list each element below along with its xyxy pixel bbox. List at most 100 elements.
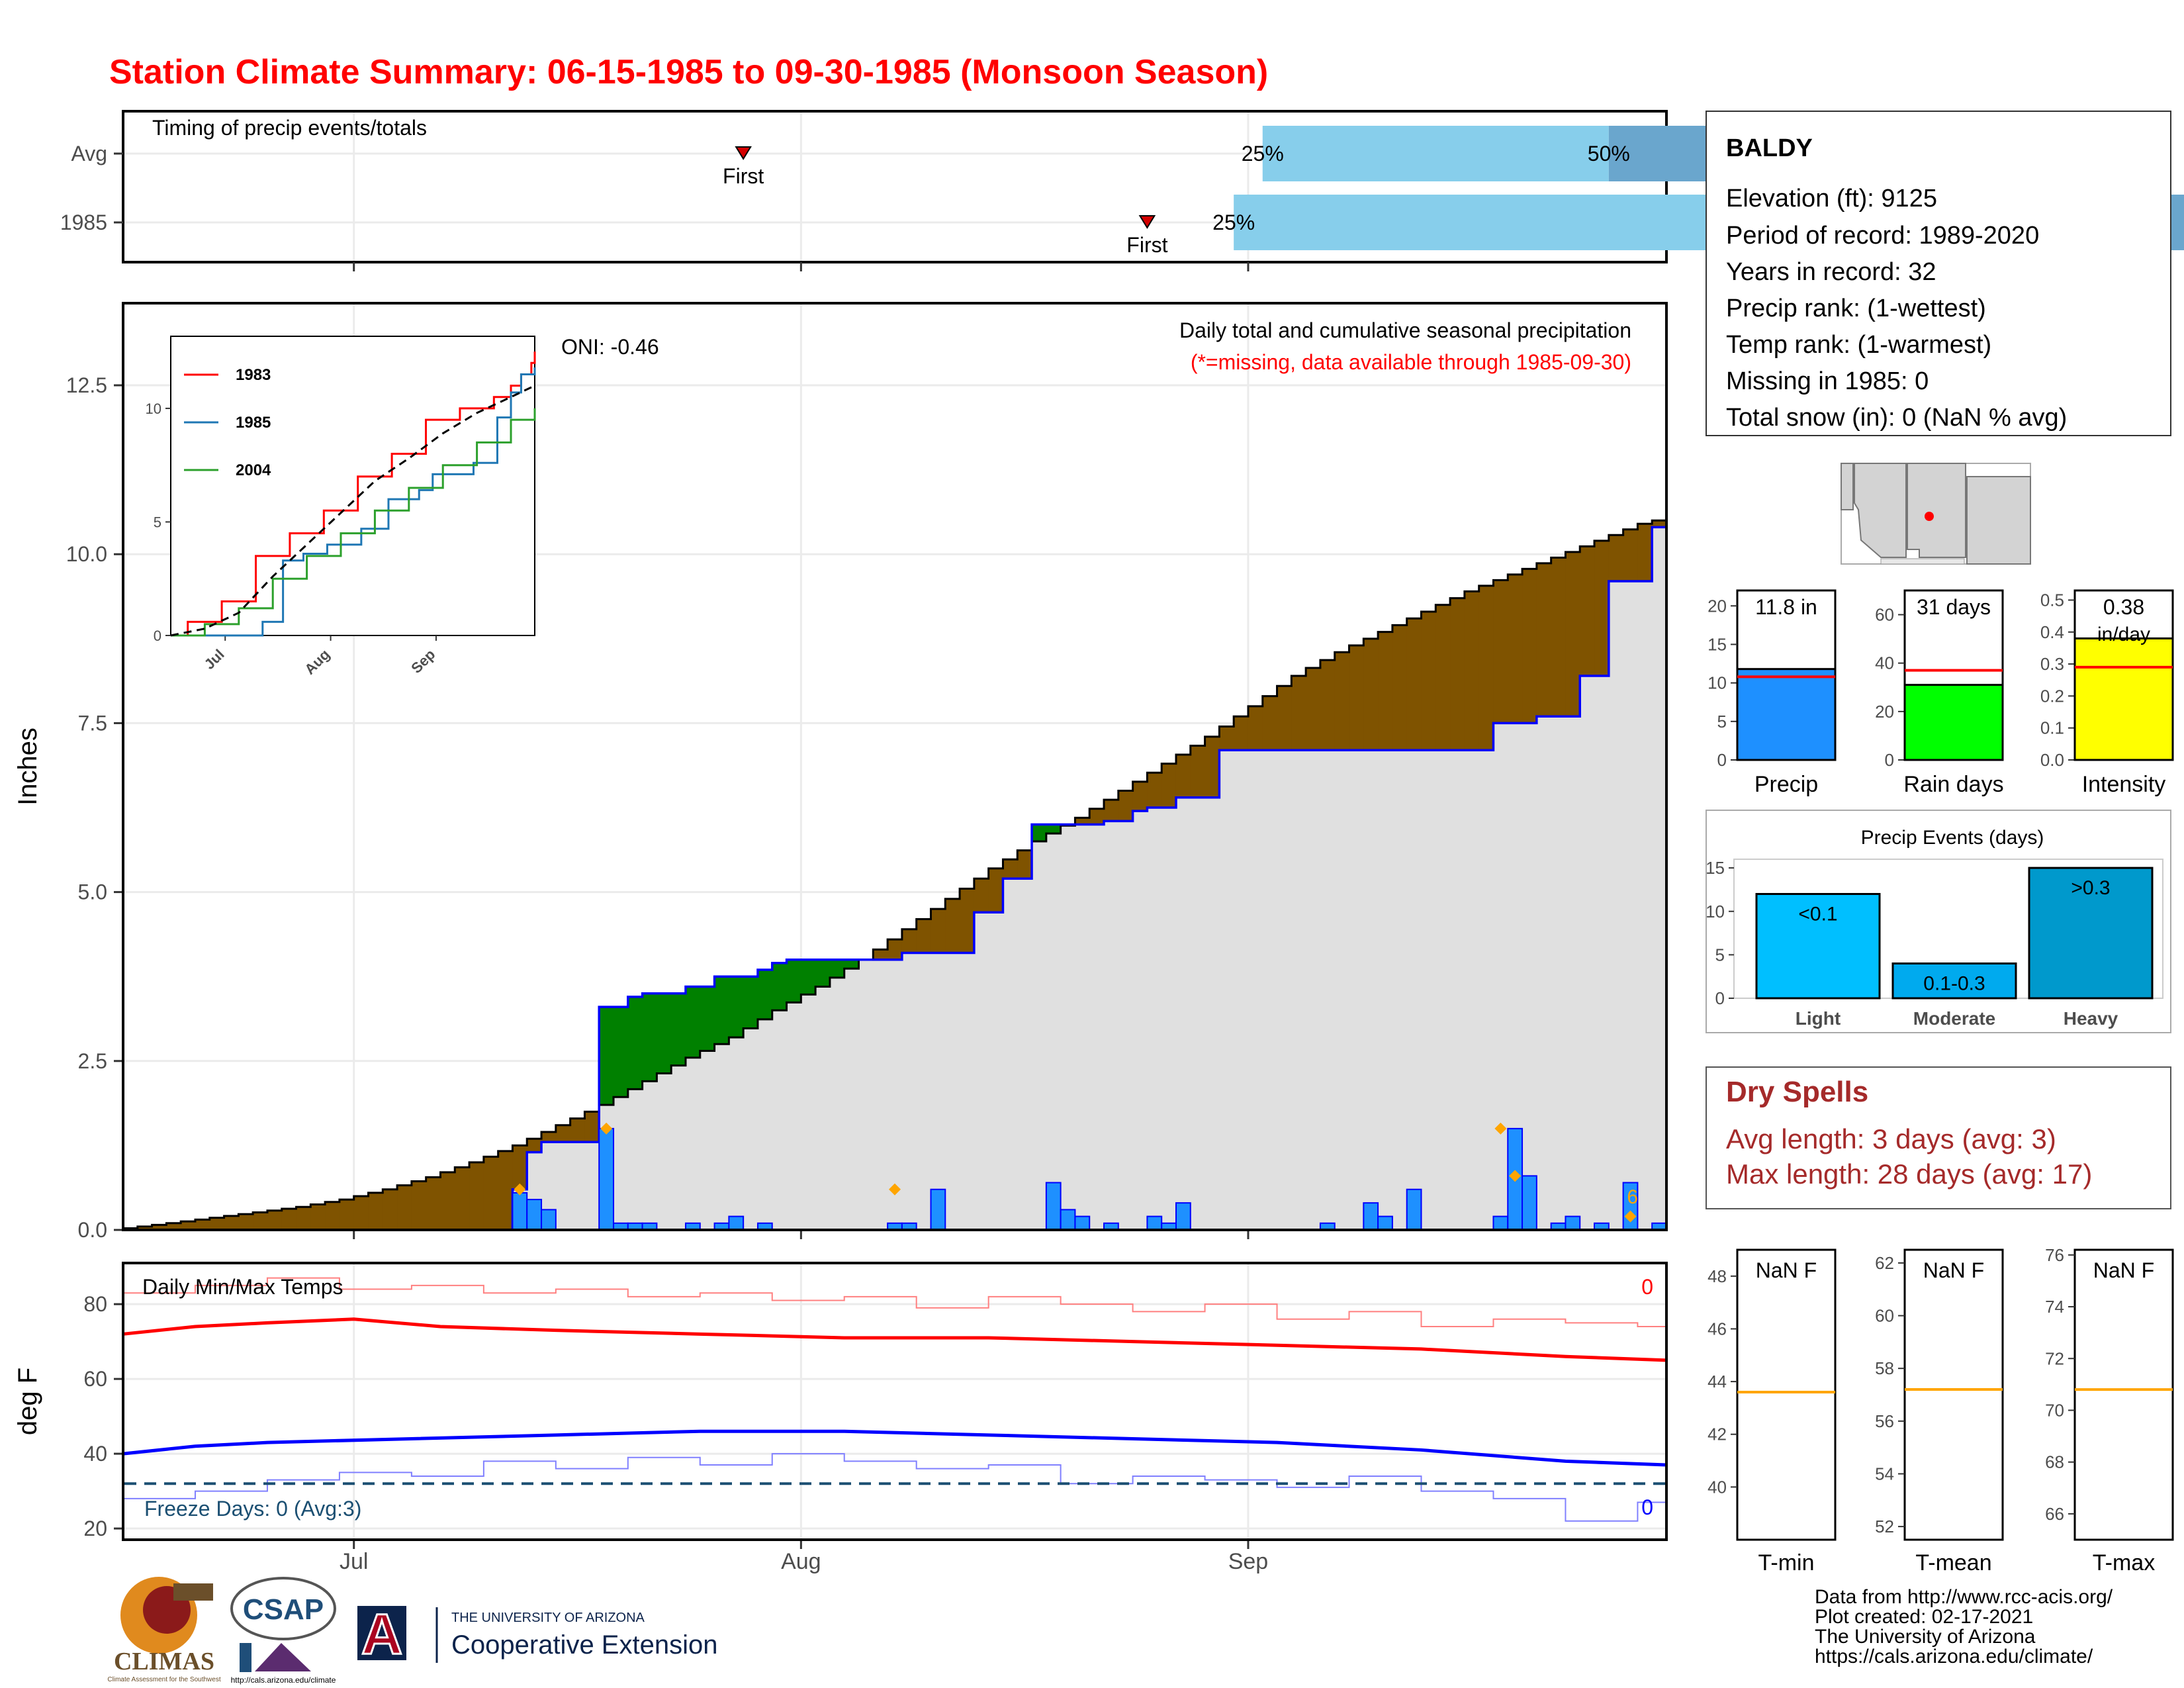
above-avg-slice xyxy=(844,959,860,969)
avg-fill-slice xyxy=(1219,750,1234,1230)
below-avg-slice xyxy=(325,1201,340,1230)
below-avg-slice xyxy=(1003,859,1018,879)
daily-precip-bar xyxy=(1146,1215,1163,1231)
below-avg-slice xyxy=(1608,535,1624,582)
avg-fill-slice xyxy=(960,953,975,1230)
x-tick-label: Jul xyxy=(340,1549,368,1574)
below-avg-slice xyxy=(166,1223,181,1230)
avg-fill-slice xyxy=(1435,750,1451,1230)
t-min-y-tick-label: 48 xyxy=(1707,1266,1727,1286)
below-avg-slice xyxy=(1479,585,1494,751)
below-avg-slice xyxy=(1363,638,1379,751)
avg-fill-slice xyxy=(1147,808,1162,1230)
above-avg-slice xyxy=(772,962,788,1011)
locator-map xyxy=(1841,463,2031,565)
below-avg-slice xyxy=(1580,546,1595,676)
below-avg-slice xyxy=(1190,745,1206,798)
avg-fill-slice xyxy=(1262,750,1278,1230)
main-y-axis-label: Inches xyxy=(13,727,42,806)
csap-url: http://cals.arizona.edu/climate xyxy=(231,1675,336,1685)
avg-fill-slice xyxy=(974,912,989,1230)
t-max-y-tick-label: 70 xyxy=(2045,1400,2064,1420)
inset-legend-label: 1983 xyxy=(236,366,271,384)
below-avg-slice xyxy=(224,1215,239,1230)
main-missing-note: (*=missing, data available through 1985-… xyxy=(1191,350,1631,374)
avg-fill-slice xyxy=(642,1081,657,1230)
dry-spells-frame xyxy=(1706,1066,2171,1209)
below-avg-slice xyxy=(195,1219,210,1230)
daily-precip-bar xyxy=(1522,1175,1537,1231)
map-state-new-mexico xyxy=(1907,463,1966,558)
avg-fill-slice xyxy=(1493,723,1508,1230)
ua-logo: A THE UNIVERSITY OF ARIZONA Cooperative … xyxy=(357,1602,717,1667)
rain-days-y-tick-label: 60 xyxy=(1875,605,1894,625)
below-avg-slice xyxy=(541,1131,557,1143)
below-avg-slice xyxy=(1219,726,1234,751)
intensity-value-label: 0.38 xyxy=(2103,595,2144,619)
events-y-tick-label: 5 xyxy=(1715,945,1725,964)
t-mean-y-tick-label: 58 xyxy=(1875,1358,1894,1378)
climas-logo: CLIMAS Climate Assessment for the Southw… xyxy=(107,1577,221,1683)
below-avg-slice xyxy=(873,949,888,960)
daily-precip-bar xyxy=(1565,1215,1581,1231)
avg-fill-slice xyxy=(786,1002,801,1230)
below-avg-slice xyxy=(887,939,903,960)
t-mean-frame xyxy=(1903,1248,2004,1541)
above-avg-slice xyxy=(700,986,715,1051)
avg-min-line xyxy=(122,1429,1667,1467)
avg-fill-slice xyxy=(584,1142,600,1230)
ua-logo-block xyxy=(357,1606,406,1660)
below-avg-slice xyxy=(339,1199,355,1230)
timing-first-marker xyxy=(735,146,752,160)
below-avg-slice xyxy=(1075,818,1090,825)
rain-days-bar xyxy=(1903,684,2004,761)
daily-precip-bar xyxy=(1074,1215,1091,1231)
cumulative-1985-line xyxy=(123,506,1668,1231)
daily-precip-bar xyxy=(1492,1215,1509,1231)
avg-fill-slice xyxy=(614,1097,629,1230)
avg-fill-slice xyxy=(1118,821,1134,1230)
t-min-category-label: T-min xyxy=(1758,1550,1815,1575)
dry-spells-avg: Avg length: 3 days (avg: 3) xyxy=(1726,1123,2056,1154)
precip-total-y-tick-label: 10 xyxy=(1707,673,1727,693)
station-snow: Total snow (in): 0 (NaN % avg) xyxy=(1726,404,2067,432)
timing-panel-label: Timing of precip events/totals xyxy=(152,116,427,140)
below-avg-slice xyxy=(1291,675,1306,751)
below-avg-slice xyxy=(1234,716,1249,751)
above-avg-slice xyxy=(671,993,686,1066)
below-avg-slice xyxy=(1493,580,1508,724)
inset-frame xyxy=(170,336,535,636)
avg-fill-slice xyxy=(1623,581,1638,1230)
t-min-y-tick-label: 44 xyxy=(1707,1372,1727,1391)
avg-fill-slice xyxy=(1248,750,1263,1230)
t-max-y-tick-label: 68 xyxy=(2045,1452,2064,1472)
below-avg-slice xyxy=(483,1156,499,1230)
avg-fill-slice xyxy=(1363,750,1379,1230)
t-mean-y-tick-label: 62 xyxy=(1875,1253,1894,1273)
main-y-tick-label: 2.5 xyxy=(78,1049,107,1073)
below-avg-slice xyxy=(1104,800,1119,821)
station-temp-rank: Temp rank: (1-warmest) xyxy=(1726,331,1991,359)
above-avg-slice xyxy=(614,1007,629,1098)
min-count-label: 0 xyxy=(1641,1495,1653,1519)
precip-total-y-tick-label: 5 xyxy=(1717,712,1727,731)
t-max-value-label: NaN F xyxy=(2093,1258,2154,1282)
inset-y-tick-label: 10 xyxy=(146,400,161,417)
footer-line-created: Plot created: 02-17-2021 xyxy=(1815,1606,2033,1628)
below-avg-slice xyxy=(960,888,975,953)
below-avg-slice xyxy=(901,929,917,953)
daily-max-marker xyxy=(600,1122,613,1135)
rain-days-y-tick-label: 40 xyxy=(1875,653,1894,673)
dry-spells-title: Dry Spells xyxy=(1726,1076,1868,1108)
t-min-y-tick-label: 42 xyxy=(1707,1425,1727,1444)
below-avg-slice xyxy=(469,1162,484,1230)
avg-fill-slice xyxy=(1406,750,1422,1230)
timing-bar-25-50 xyxy=(1234,195,1797,250)
above-avg-slice xyxy=(1046,824,1062,834)
daily-precip-bar xyxy=(1175,1202,1191,1231)
below-avg-slice xyxy=(1334,652,1350,751)
below-avg-slice xyxy=(397,1185,412,1230)
avg-fill-slice xyxy=(1450,750,1465,1230)
above-avg-slice xyxy=(642,993,657,1082)
